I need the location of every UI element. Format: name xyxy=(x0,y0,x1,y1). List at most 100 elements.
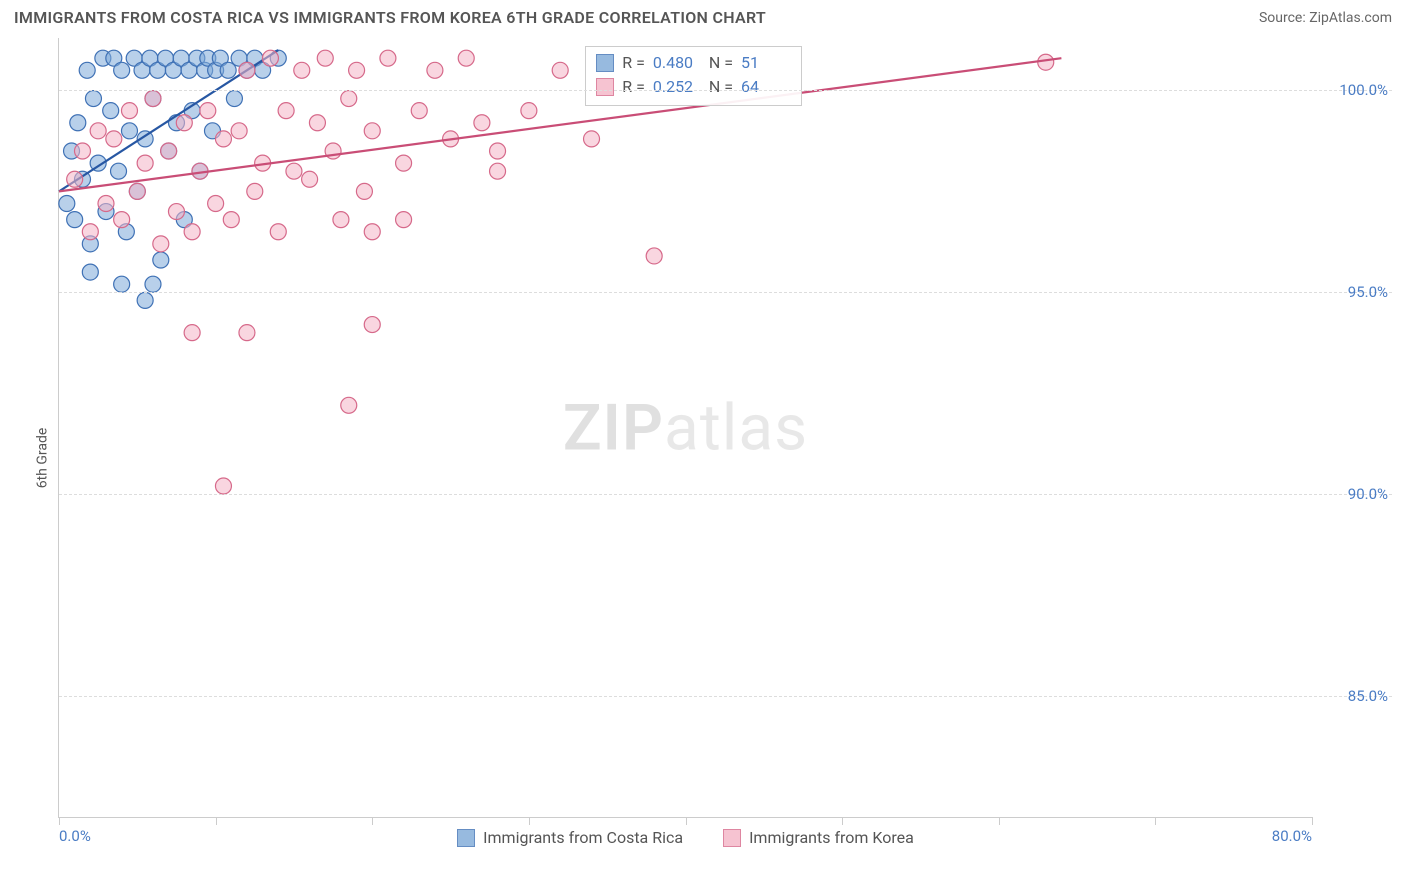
data-point xyxy=(98,195,114,211)
data-point xyxy=(145,91,161,107)
data-point xyxy=(114,276,130,292)
y-axis-label: 6th Grade xyxy=(34,428,50,489)
data-point xyxy=(309,115,325,131)
data-point xyxy=(208,195,224,211)
stat-n-label: N = xyxy=(709,51,733,75)
stat-r-label: R = xyxy=(622,51,645,75)
data-point xyxy=(584,131,600,147)
legend: Immigrants from Costa Rica Immigrants fro… xyxy=(59,828,1312,847)
data-point xyxy=(302,171,318,187)
data-point xyxy=(427,62,443,78)
data-point xyxy=(215,478,231,494)
data-point xyxy=(552,62,568,78)
y-tick-label: 85.0% xyxy=(1348,687,1388,705)
data-point xyxy=(137,292,153,308)
series-swatch-icon xyxy=(596,54,614,72)
chart-source: Source: ZipAtlas.com xyxy=(1259,10,1392,26)
gridline xyxy=(59,90,1392,91)
data-point xyxy=(356,183,372,199)
stat-r-value: 0.480 xyxy=(653,51,701,75)
data-point xyxy=(333,212,349,228)
legend-label: Immigrants from Korea xyxy=(749,828,914,847)
data-point xyxy=(79,62,95,78)
data-point xyxy=(145,276,161,292)
data-point xyxy=(200,103,216,119)
legend-item: Immigrants from Korea xyxy=(723,828,914,847)
x-tick xyxy=(59,817,60,825)
x-tick xyxy=(842,817,843,825)
data-point xyxy=(85,91,101,107)
data-point xyxy=(226,91,242,107)
data-point xyxy=(176,115,192,131)
series-swatch-icon xyxy=(596,78,614,96)
data-point xyxy=(161,143,177,159)
stat-n-label: N = xyxy=(709,75,733,99)
x-tick xyxy=(999,817,1000,825)
stats-row: R = 0.252N = 64 xyxy=(596,75,789,99)
data-point xyxy=(278,103,294,119)
y-tick-label: 90.0% xyxy=(1348,485,1388,503)
gridline xyxy=(59,696,1392,697)
data-point xyxy=(231,123,247,139)
legend-swatch-icon xyxy=(457,829,475,847)
data-point xyxy=(239,62,255,78)
stat-n-value: 64 xyxy=(741,75,789,99)
data-point xyxy=(396,155,412,171)
x-tick xyxy=(216,817,217,825)
y-tick-label: 100.0% xyxy=(1339,81,1388,99)
data-point xyxy=(490,143,506,159)
data-point xyxy=(70,115,86,131)
data-point xyxy=(380,50,396,66)
data-point xyxy=(474,115,490,131)
data-point xyxy=(103,103,119,119)
data-point xyxy=(646,248,662,264)
data-point xyxy=(90,123,106,139)
data-point xyxy=(67,212,83,228)
stats-row: R = 0.480 N = 51 xyxy=(596,51,789,75)
data-point xyxy=(184,325,200,341)
x-tick xyxy=(1312,817,1313,825)
data-point xyxy=(223,212,239,228)
data-point xyxy=(59,195,75,211)
data-point xyxy=(317,50,333,66)
data-point xyxy=(82,224,98,240)
data-point xyxy=(153,236,169,252)
data-point xyxy=(215,131,231,147)
data-point xyxy=(411,103,427,119)
chart-plot-area: ZIPatlas R = 0.480N = 51R = 0.252N = 64 … xyxy=(58,38,1312,818)
gridline xyxy=(59,292,1392,293)
data-point xyxy=(294,62,310,78)
stat-r-value: 0.252 xyxy=(653,75,701,99)
gridline xyxy=(59,494,1392,495)
data-point xyxy=(490,163,506,179)
chart-svg-layer xyxy=(59,38,1312,817)
data-point xyxy=(1038,54,1054,70)
data-point xyxy=(262,50,278,66)
data-point xyxy=(168,204,184,220)
data-point xyxy=(74,143,90,159)
data-point xyxy=(341,397,357,413)
data-point xyxy=(364,317,380,333)
x-tick xyxy=(686,817,687,825)
y-tick-label: 95.0% xyxy=(1348,283,1388,301)
x-tick xyxy=(1155,817,1156,825)
correlation-stats-box: R = 0.480 N = 51R = 0.252 N = 64 xyxy=(585,46,802,106)
data-point xyxy=(111,163,127,179)
data-point xyxy=(184,224,200,240)
data-point xyxy=(521,103,537,119)
data-point xyxy=(349,62,365,78)
data-point xyxy=(364,224,380,240)
data-point xyxy=(286,163,302,179)
legend-label: Immigrants from Costa Rica xyxy=(483,828,683,847)
legend-item: Immigrants from Costa Rica xyxy=(457,828,683,847)
data-point xyxy=(129,183,145,199)
data-point xyxy=(67,171,83,187)
data-point xyxy=(82,264,98,280)
stat-n-value: 51 xyxy=(741,51,789,75)
data-point xyxy=(341,91,357,107)
data-point xyxy=(270,224,286,240)
data-point xyxy=(121,123,137,139)
data-point xyxy=(239,325,255,341)
data-point xyxy=(458,50,474,66)
x-tick-label: 80.0% xyxy=(1272,827,1312,845)
